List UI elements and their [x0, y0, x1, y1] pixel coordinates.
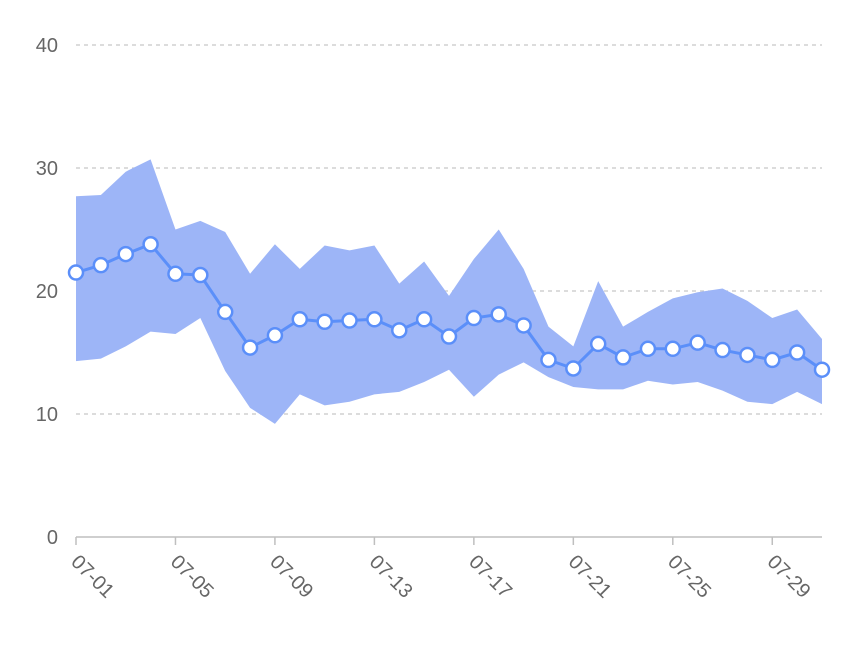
data-point[interactable] — [689, 334, 706, 351]
data-point[interactable] — [415, 311, 433, 328]
data-point[interactable] — [216, 303, 234, 321]
x-tick-label: 07-21 — [564, 551, 616, 603]
x-tick-label: 07-17 — [464, 551, 516, 603]
x-tick-label: 07-01 — [66, 551, 118, 603]
range-band — [76, 159, 822, 424]
data-point[interactable] — [639, 340, 657, 358]
data-point[interactable] — [440, 328, 458, 345]
data-point[interactable] — [266, 327, 284, 344]
x-tick-label: 07-25 — [663, 551, 715, 603]
data-point[interactable] — [664, 340, 682, 358]
data-point[interactable] — [565, 360, 582, 377]
data-point[interactable] — [490, 306, 507, 323]
data-points — [67, 236, 831, 378]
data-point[interactable] — [117, 245, 134, 263]
data-point[interactable] — [714, 341, 731, 359]
data-point[interactable] — [589, 335, 607, 353]
y-tick-label: 20 — [36, 281, 58, 303]
data-point[interactable] — [67, 264, 85, 281]
data-point[interactable] — [366, 311, 383, 328]
x-tick-label: 07-09 — [265, 551, 317, 603]
y-tick-label: 40 — [36, 35, 58, 57]
data-point[interactable] — [739, 346, 756, 364]
data-point[interactable] — [764, 351, 781, 369]
data-point[interactable] — [241, 339, 259, 356]
data-point[interactable] — [614, 349, 632, 366]
data-point[interactable] — [540, 351, 557, 369]
x-tick-label: 07-05 — [166, 551, 218, 603]
data-point[interactable] — [813, 361, 831, 378]
range-area — [76, 159, 822, 424]
y-tick-label: 0 — [47, 527, 58, 549]
data-point[interactable] — [391, 322, 408, 339]
x-tick-label: 07-29 — [763, 551, 815, 603]
data-point[interactable] — [142, 236, 159, 253]
y-tick-label: 10 — [36, 404, 58, 426]
data-point[interactable] — [515, 317, 532, 334]
data-point[interactable] — [167, 265, 184, 283]
y-axis-labels: 0 10 20 30 40 — [36, 35, 58, 549]
x-tick-label: 07-13 — [365, 551, 417, 603]
x-axis — [75, 536, 822, 545]
data-point[interactable] — [291, 311, 309, 328]
data-point[interactable] — [316, 313, 333, 330]
data-point[interactable] — [192, 266, 209, 284]
data-point[interactable] — [92, 256, 110, 274]
x-axis-labels: 07-01 07-05 07-09 07-13 07-17 07-21 07-25 07-29 — [66, 551, 814, 603]
data-point[interactable] — [465, 309, 483, 327]
y-tick-label: 30 — [36, 158, 58, 180]
data-point[interactable] — [788, 344, 806, 361]
data-point[interactable] — [341, 312, 358, 329]
